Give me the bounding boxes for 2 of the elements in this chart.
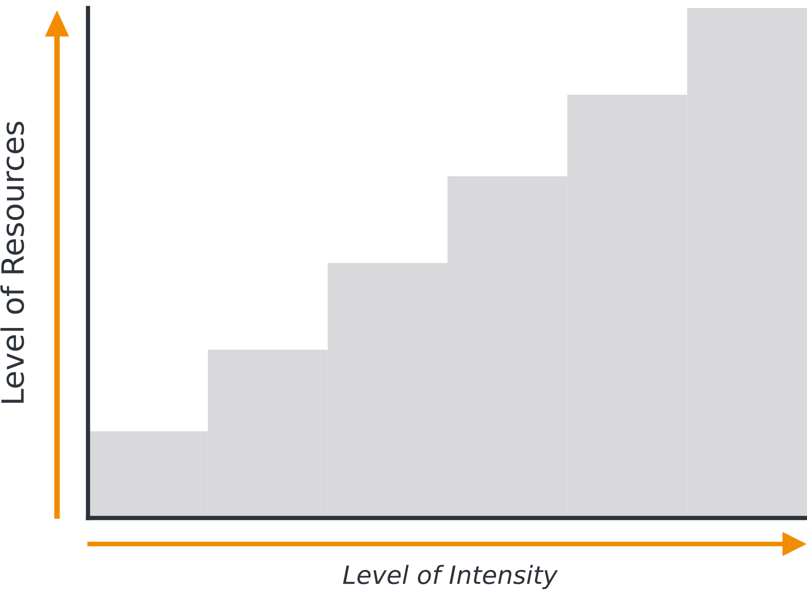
x-axis-title: Level of Intensity — [343, 564, 558, 590]
y-axis-title: Level of Resources — [0, 122, 24, 403]
